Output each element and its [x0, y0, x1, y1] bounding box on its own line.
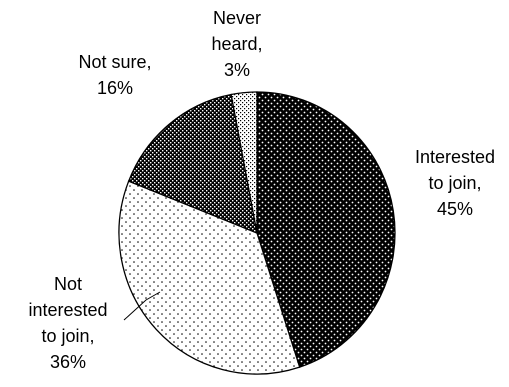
labels-layer: Interested to join, 45% Not interested to joi…	[28, 8, 495, 372]
slice-label-not-sure: Not sure, 16%	[78, 52, 151, 98]
slices-layer	[118, 91, 396, 375]
pie-slice-never-heard	[230, 91, 258, 234]
leader-line-not-interested	[123, 291, 161, 321]
slice-label-never-heard: Never heard, 3%	[211, 8, 262, 80]
slice-label-interested-to-join: Interested to join, 45%	[415, 147, 495, 219]
pie-slice-not-sure	[127, 93, 258, 235]
pie-slice-not-interested-to-join	[118, 180, 301, 375]
slice-label-not-interested-to-join: Not interested to join, 36%	[28, 274, 107, 372]
pie-slice-interested-to-join	[256, 91, 396, 368]
